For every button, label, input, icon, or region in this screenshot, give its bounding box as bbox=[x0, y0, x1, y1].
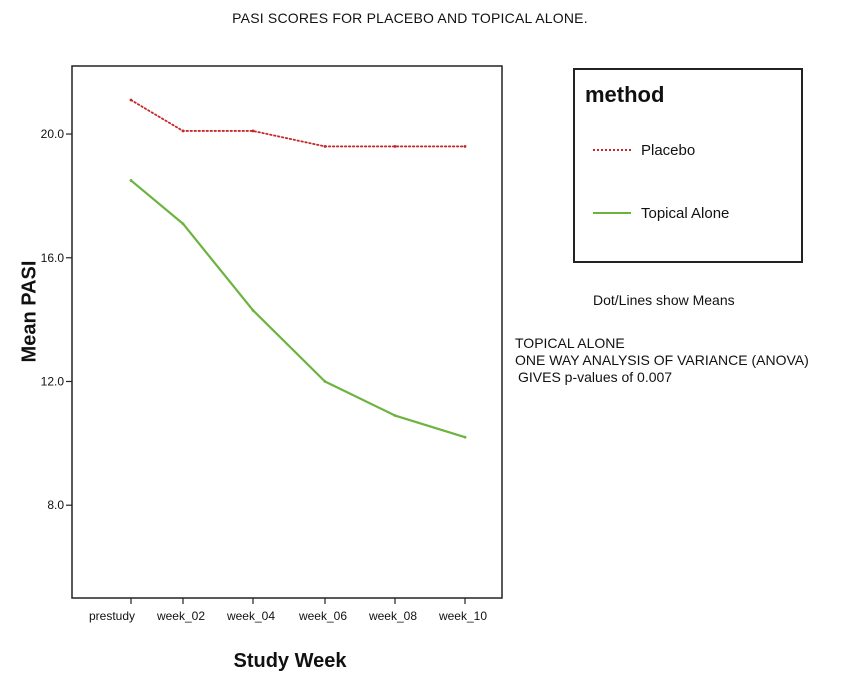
data-point-topical-alone-week-10 bbox=[463, 435, 467, 439]
legend: method Placebo Topical Alone bbox=[573, 68, 803, 263]
anova-note-line-2: ONE WAY ANALYSIS OF VARIANCE (ANOVA) bbox=[515, 352, 809, 368]
series-layer bbox=[129, 98, 467, 439]
legend-label-placebo: Placebo bbox=[641, 141, 696, 159]
legend-label-topical-alone: Topical Alone bbox=[641, 204, 730, 222]
legend-swatch-placebo bbox=[593, 149, 631, 151]
anova-note: TOPICAL ALONE ONE WAY ANALYSIS OF VARIAN… bbox=[515, 335, 809, 386]
chart-title: PASI SCORES FOR PLACEBO AND TOPICAL ALON… bbox=[232, 10, 588, 26]
y-tick-label: 20.0 bbox=[41, 127, 65, 141]
x-axis-title: Study Week bbox=[233, 650, 347, 672]
data-point-placebo-week-02 bbox=[181, 129, 185, 133]
x-tick-label: week_06 bbox=[298, 609, 347, 623]
plot-area-frame bbox=[71, 65, 503, 599]
series-line-topical-alone bbox=[129, 179, 467, 439]
legend-title: method bbox=[585, 82, 665, 107]
legend-swatch-topical-alone bbox=[593, 212, 631, 214]
legend-item-placebo: Placebo bbox=[593, 140, 695, 160]
x-tick-label: prestudy bbox=[89, 609, 135, 623]
data-point-topical-alone-week-08 bbox=[393, 414, 397, 417]
data-point-placebo-week-04 bbox=[251, 129, 255, 133]
y-tick-label: 8.0 bbox=[47, 498, 64, 512]
legend-item-topical-alone: Topical Alone bbox=[593, 203, 729, 223]
data-point-placebo-week-08 bbox=[393, 145, 397, 148]
y-axis: 8.0 12.0 16.0 20.0 bbox=[41, 127, 72, 512]
anova-note-line-1: TOPICAL ALONE bbox=[515, 335, 625, 351]
y-tick-label: 12.0 bbox=[41, 374, 65, 388]
data-point-topical-alone-week-02 bbox=[181, 222, 185, 226]
x-tick-label: week_10 bbox=[438, 609, 487, 623]
x-tick-label: week_02 bbox=[156, 609, 205, 623]
means-note: Dot/Lines show Means bbox=[593, 292, 735, 308]
y-axis-title: Mean PASI bbox=[18, 260, 41, 363]
x-tick-label: week_04 bbox=[226, 609, 275, 623]
data-point-placebo-week-06 bbox=[323, 145, 327, 148]
data-point-topical-alone-week-04 bbox=[251, 308, 255, 312]
data-point-placebo-week-10 bbox=[463, 145, 467, 148]
data-point-placebo-prestudy bbox=[129, 98, 133, 102]
x-tick-label: week_08 bbox=[368, 609, 417, 623]
series-line-placebo bbox=[130, 99, 466, 148]
y-tick-label: 16.0 bbox=[41, 251, 65, 265]
x-axis: prestudy week_02 week_04 week_06 week_08 week… bbox=[89, 598, 487, 623]
data-point-topical-alone-prestudy bbox=[129, 179, 133, 182]
anova-note-line-3: GIVES p-values of 0.007 bbox=[518, 369, 673, 385]
data-point-topical-alone-week-06 bbox=[323, 380, 327, 383]
